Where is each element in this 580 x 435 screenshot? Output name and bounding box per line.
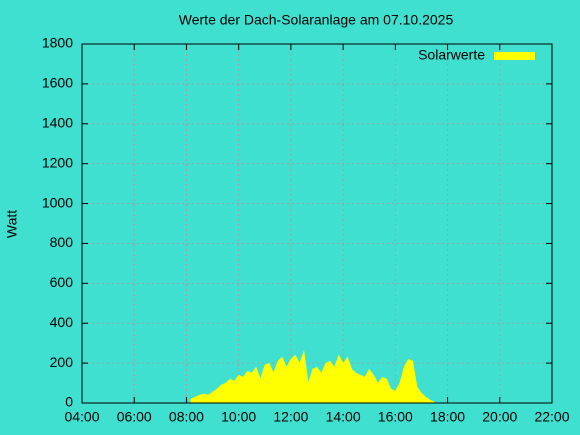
y-tick-label: 1800 [42,35,73,51]
y-tick-label: 800 [50,234,74,250]
x-tick-label: 18:00 [430,409,465,425]
y-tick-label: 200 [50,354,74,370]
y-tick-label: 600 [50,274,74,290]
legend-label: Solarwerte [418,47,485,63]
y-tick-label: 1400 [42,114,73,130]
x-tick-label: 12:00 [273,409,308,425]
area [190,351,435,404]
y-tick-label: 1200 [42,154,73,170]
x-tick-label: 08:00 [169,409,204,425]
y-axis-label: Watt [4,210,20,238]
y-tick-label: 1000 [42,194,73,210]
x-tick-label: 20:00 [482,409,517,425]
legend-swatch [494,52,535,60]
x-tick-label: 14:00 [326,409,361,425]
x-tick-label: 10:00 [221,409,256,425]
x-tick-label: 04:00 [64,409,99,425]
y-tick-label: 0 [65,394,73,410]
y-tick-label: 1600 [42,75,73,91]
x-tick-label: 22:00 [534,409,569,425]
chart-title: Werte der Dach-Solaranlage am 07.10.2025 [179,12,454,28]
x-tick-label: 16:00 [378,409,413,425]
plot-frame [81,43,553,404]
x-tick-label: 06:00 [117,409,152,425]
y-tick-label: 400 [50,314,74,330]
